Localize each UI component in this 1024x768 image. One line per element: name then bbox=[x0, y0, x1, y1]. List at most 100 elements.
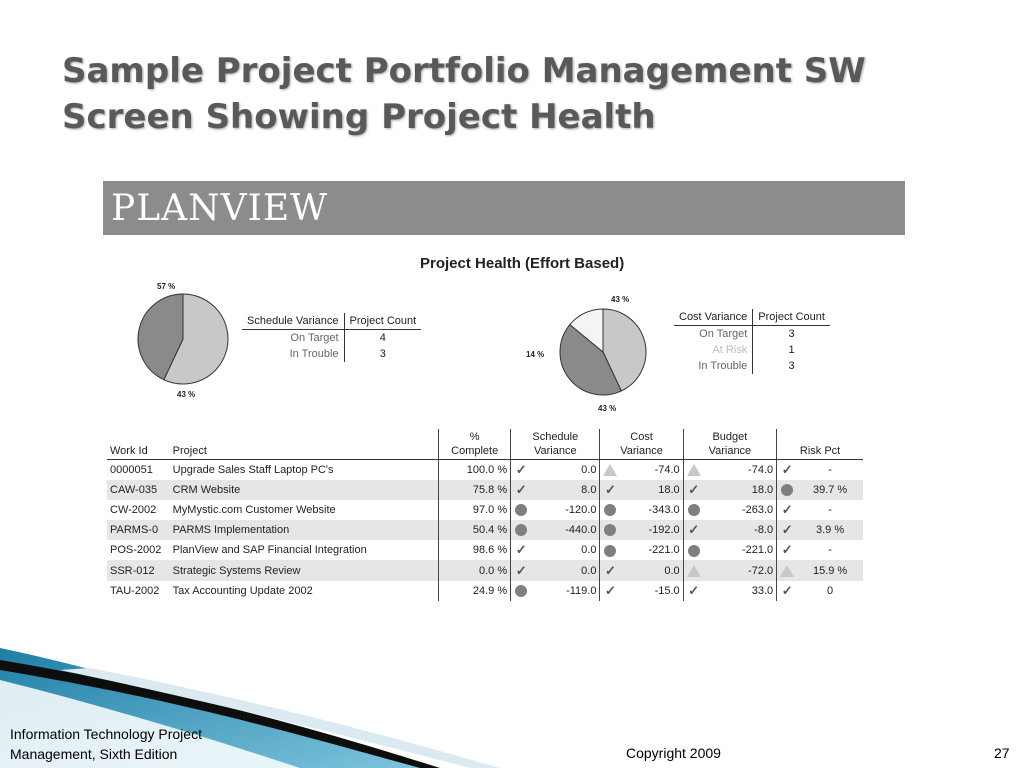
risk-indicator bbox=[776, 480, 798, 501]
variance-label: In Trouble bbox=[242, 346, 345, 362]
cost-variance-table: Cost Variance Project Count On Target 3 … bbox=[674, 309, 830, 374]
percent-complete-cell: 0.0 % bbox=[438, 560, 512, 581]
schedule-indicator: ✓ bbox=[511, 540, 532, 560]
table-row[interactable]: 0000051 Upgrade Sales Staff Laptop PC's 10… bbox=[107, 459, 863, 481]
circle-icon bbox=[781, 484, 794, 497]
cost-variance-header: Cost Variance bbox=[674, 309, 754, 326]
cost-variance-cell: -221.0 bbox=[620, 540, 684, 561]
table-row[interactable]: On Target 4 bbox=[242, 329, 421, 346]
circle-icon bbox=[604, 524, 617, 537]
budget-indicator: ✓ bbox=[683, 520, 704, 541]
check-icon: ✓ bbox=[688, 522, 700, 538]
cost-pie-label-bottom: 43 % bbox=[598, 404, 617, 413]
percent-complete-cell: 97.0 % bbox=[438, 500, 512, 521]
cost-indicator bbox=[600, 540, 621, 560]
table-row[interactable]: POS-2002 PlanView and SAP Financial Integ… bbox=[107, 540, 863, 561]
table-row[interactable]: CW-2002 MyMystic.com Customer Website 97.0… bbox=[107, 500, 863, 521]
cost-pie-label-left: 14 % bbox=[526, 350, 545, 359]
table-row[interactable]: At Risk 1 bbox=[674, 342, 830, 358]
work-id-cell: TAU-2002 bbox=[110, 584, 160, 597]
schedule-variance-col-header: Schedule Variance bbox=[510, 429, 601, 460]
schedule-variance-cell: 0.0 bbox=[531, 540, 601, 561]
work-id-cell: 0000051 bbox=[110, 464, 153, 477]
cost-variance-cell: -15.0 bbox=[620, 580, 684, 601]
budget-variance-cell: 33.0 bbox=[703, 580, 778, 601]
work-id-cell: CW-2002 bbox=[110, 504, 157, 517]
variance-label: On Target bbox=[674, 325, 754, 342]
triangle-icon bbox=[686, 464, 701, 477]
table-row[interactable]: PARMS-0 PARMS Implementation 50.4 % -440.0-… bbox=[107, 520, 863, 541]
table-row[interactable]: SSR-012 Strategic Systems Review 0.0 % ✓ 0.0… bbox=[107, 560, 863, 581]
slide-number: 27 bbox=[994, 745, 1010, 761]
cost-variance-cell: -192.0 bbox=[620, 520, 684, 541]
check-icon: ✓ bbox=[605, 482, 616, 498]
percent-complete-header: % Complete bbox=[438, 429, 512, 460]
cost-indicator: ✓ bbox=[599, 560, 621, 581]
circle-icon bbox=[604, 504, 617, 517]
risk-pct-cell: - bbox=[828, 464, 832, 477]
project-health-title: Project Health (Effort Based) bbox=[420, 255, 625, 272]
cost-variance-cell: 18.0 bbox=[620, 480, 684, 501]
check-icon: ✓ bbox=[515, 562, 527, 578]
decorative-wave bbox=[0, 648, 500, 768]
budget-variance-cell: -8.0 bbox=[703, 520, 778, 541]
project-count-header: Project Count bbox=[752, 309, 830, 326]
table-row[interactable]: TAU-2002 Tax Accounting Update 2002 24.9 %… bbox=[107, 580, 863, 601]
schedule-variance-cell: -440.0 bbox=[531, 520, 601, 541]
project-name-cell: Tax Accounting Update 2002 bbox=[169, 580, 440, 601]
triangle-icon bbox=[603, 464, 618, 477]
schedule-variance-cell: -119.0 bbox=[531, 580, 601, 601]
risk-pct-cell: - bbox=[828, 504, 832, 517]
work-id-cell: POS-2002 bbox=[110, 544, 162, 557]
triangle-icon bbox=[686, 564, 701, 577]
work-id-cell: PARMS-0 bbox=[107, 520, 170, 541]
risk-indicator: ✓ bbox=[777, 581, 798, 601]
variance-label: At Risk bbox=[674, 342, 754, 358]
project-name-cell: Strategic Systems Review bbox=[169, 560, 440, 581]
percent-complete-cell: 98.6 % bbox=[438, 540, 512, 561]
pie-slice-on-target bbox=[602, 308, 647, 392]
budget-variance-cell: -74.0 bbox=[703, 459, 778, 481]
percent-complete-cell: 24.9 % bbox=[438, 580, 512, 601]
slide-title-line2: Screen Showing Project Health bbox=[62, 97, 656, 137]
table-row[interactable]: On Target 3 bbox=[674, 325, 830, 342]
check-icon: ✓ bbox=[515, 542, 527, 558]
budget-variance-cell: -72.0 bbox=[703, 560, 778, 581]
schedule-pie-label-top: 57 % bbox=[157, 282, 176, 291]
project-count: 3 bbox=[379, 348, 386, 360]
risk-pct-cell: 0 bbox=[827, 584, 834, 597]
cost-pie-label-top: 43 % bbox=[611, 295, 630, 304]
budget-variance-cell: -221.0 bbox=[703, 540, 778, 561]
budget-indicator: ✓ bbox=[683, 581, 704, 601]
budget-indicator: ✓ bbox=[683, 480, 704, 501]
risk-pct-header: Risk Pct bbox=[776, 429, 863, 460]
budget-variance-cell: 18.0 bbox=[703, 480, 778, 501]
check-icon: ✓ bbox=[781, 522, 793, 538]
risk-indicator bbox=[776, 560, 798, 581]
table-row[interactable]: In Trouble 3 bbox=[242, 346, 421, 362]
table-row[interactable]: CAW-035 CRM Website 75.8 % ✓ 8.0 ✓ 18.0 ✓ 18.0 39… bbox=[107, 480, 863, 501]
schedule-indicator bbox=[510, 520, 532, 541]
table-row[interactable]: In Trouble 3 bbox=[674, 358, 830, 374]
risk-indicator: ✓ bbox=[776, 520, 798, 541]
cost-variance-cell: -343.0 bbox=[620, 500, 684, 521]
work-id-cell: CAW-035 bbox=[107, 480, 170, 501]
cost-indicator: ✓ bbox=[599, 480, 621, 501]
project-count: 4 bbox=[379, 332, 386, 344]
project-count: 3 bbox=[788, 360, 795, 372]
cost-indicator bbox=[600, 500, 621, 520]
check-icon: ✓ bbox=[781, 542, 793, 558]
schedule-indicator bbox=[511, 581, 532, 601]
risk-indicator: ✓ bbox=[777, 460, 798, 481]
cost-variance-cell: -74.0 bbox=[620, 459, 684, 481]
cost-pie-chart bbox=[559, 308, 647, 396]
circle-icon bbox=[515, 524, 528, 537]
budget-indicator bbox=[683, 500, 704, 520]
work-id-cell: SSR-012 bbox=[107, 560, 170, 581]
project-name-cell: CRM Website bbox=[169, 480, 440, 501]
project-name-cell: PlanView and SAP Financial Integration bbox=[169, 540, 440, 561]
project-name-cell: Upgrade Sales Staff Laptop PC's bbox=[169, 459, 440, 481]
planview-banner: PLANVIEW bbox=[103, 181, 905, 235]
percent-complete-cell: 75.8 % bbox=[438, 480, 512, 501]
footer-copyright: Copyright 2009 bbox=[626, 745, 721, 761]
